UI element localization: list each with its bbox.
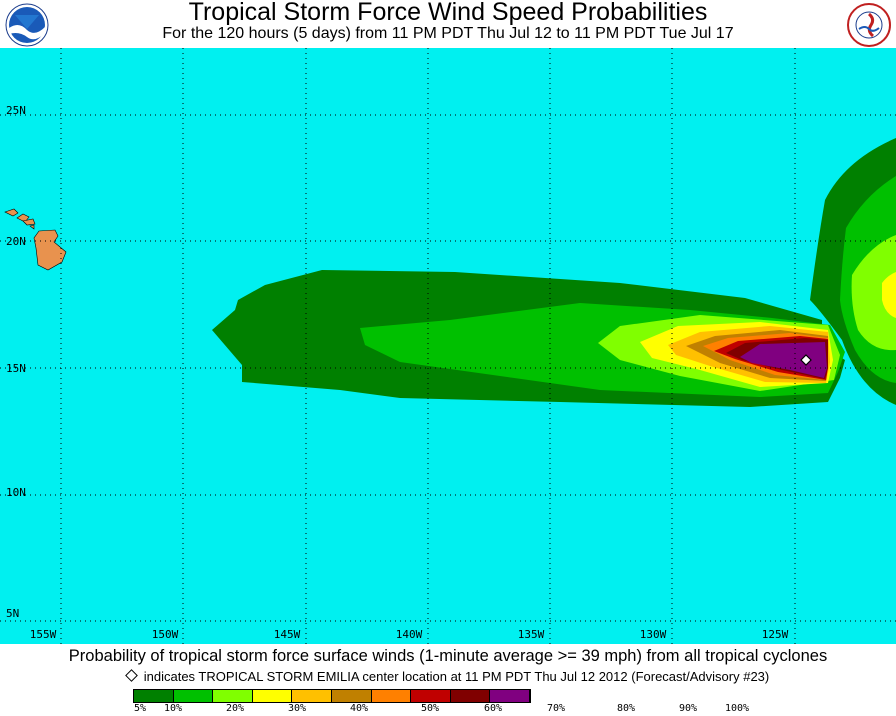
legend-swatch bbox=[331, 690, 372, 702]
latitude-labels: 25N 20N 15N 10N 5N bbox=[6, 104, 26, 620]
legend-swatch bbox=[173, 690, 214, 702]
lon-label: 125W bbox=[762, 628, 789, 641]
probability-map: 25N 20N 15N 10N 5N 155W 150W 145W 140W 1… bbox=[0, 48, 896, 644]
legend-label: 50% bbox=[420, 703, 440, 714]
legend-color-bar bbox=[133, 689, 531, 703]
lat-label: 15N bbox=[6, 362, 26, 375]
legend-label: 20% bbox=[225, 703, 245, 714]
legend-label: 90% bbox=[678, 703, 698, 714]
noaa-logo bbox=[5, 3, 49, 47]
lat-label: 20N bbox=[6, 235, 26, 248]
legend-label: 70% bbox=[546, 703, 566, 714]
legend-label: 30% bbox=[287, 703, 307, 714]
storm-center-note: indicates TROPICAL STORM EMILIA center l… bbox=[0, 669, 896, 684]
lon-label: 135W bbox=[518, 628, 545, 641]
map-subtitle: For the 120 hours (5 days) from 11 PM PD… bbox=[162, 25, 734, 42]
legend-swatch bbox=[252, 690, 293, 702]
lat-label: 10N bbox=[6, 486, 26, 499]
map-title: Tropical Storm Force Wind Speed Probabil… bbox=[188, 0, 708, 26]
legend-swatch bbox=[411, 690, 451, 702]
lat-label: 5N bbox=[6, 607, 19, 620]
footer-caption: Probability of tropical storm force surf… bbox=[68, 647, 828, 665]
longitude-labels: 155W 150W 145W 140W 135W 130W 125W bbox=[30, 628, 789, 641]
contour-90pct bbox=[740, 342, 827, 378]
legend-swatch bbox=[292, 690, 332, 702]
legend-swatch bbox=[213, 690, 253, 702]
lon-label: 140W bbox=[396, 628, 423, 641]
legend-label: 100% bbox=[724, 703, 750, 714]
lat-label: 25N bbox=[6, 104, 26, 117]
hawaiian-islands bbox=[4, 208, 67, 271]
contour-30pct-east bbox=[882, 272, 896, 318]
legend-swatch bbox=[490, 690, 530, 702]
legend-labels: 5% 10% 20% 30% 40% 50% 60% 70% 80% 90% 1… bbox=[0, 703, 896, 716]
legend-label: 5% bbox=[133, 703, 147, 714]
contour-20pct-east bbox=[851, 235, 896, 351]
legend-swatch bbox=[134, 690, 174, 702]
lon-label: 145W bbox=[274, 628, 301, 641]
lon-label: 155W bbox=[30, 628, 57, 641]
storm-center-diamond-icon bbox=[800, 354, 812, 366]
nws-logo bbox=[847, 3, 891, 47]
legend-label: 60% bbox=[483, 703, 503, 714]
legend-label: 40% bbox=[349, 703, 369, 714]
diamond-icon bbox=[124, 669, 138, 682]
legend-swatch bbox=[371, 690, 412, 702]
legend-label: 10% bbox=[163, 703, 183, 714]
legend-swatch bbox=[450, 690, 491, 702]
legend-label: 80% bbox=[616, 703, 636, 714]
probability-contours bbox=[212, 138, 896, 407]
lon-label: 150W bbox=[152, 628, 179, 641]
lon-label: 130W bbox=[640, 628, 667, 641]
storm-center-note-text: indicates TROPICAL STORM EMILIA center l… bbox=[143, 669, 770, 684]
